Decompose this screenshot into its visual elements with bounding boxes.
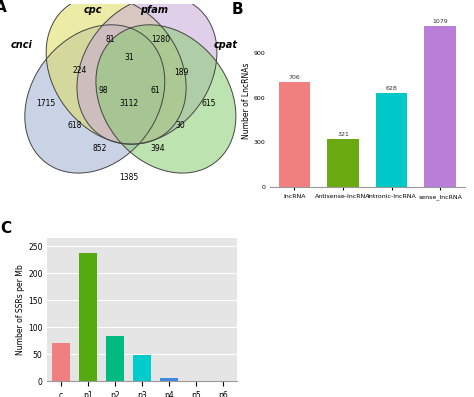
Text: 321: 321 xyxy=(337,132,349,137)
Bar xyxy=(327,139,359,187)
Text: 1385: 1385 xyxy=(119,173,139,182)
Ellipse shape xyxy=(96,25,236,173)
Text: 618: 618 xyxy=(67,121,82,130)
Y-axis label: Number of LncRNAs: Number of LncRNAs xyxy=(242,63,251,139)
Bar xyxy=(161,378,178,381)
Text: 224: 224 xyxy=(72,66,87,75)
Ellipse shape xyxy=(25,25,165,173)
Text: 31: 31 xyxy=(124,53,134,62)
Text: 1079: 1079 xyxy=(432,19,448,24)
Ellipse shape xyxy=(46,0,186,144)
Text: A: A xyxy=(0,0,7,15)
Ellipse shape xyxy=(77,0,217,144)
Text: 98: 98 xyxy=(98,86,108,95)
Text: 189: 189 xyxy=(174,67,189,77)
Text: 30: 30 xyxy=(175,121,185,130)
Text: C: C xyxy=(0,221,11,236)
Text: 61: 61 xyxy=(150,86,160,95)
Bar xyxy=(79,253,97,381)
Bar xyxy=(52,343,70,381)
Bar xyxy=(376,93,408,187)
Text: 1715: 1715 xyxy=(36,98,56,108)
Text: cnci: cnci xyxy=(10,40,32,50)
Text: 615: 615 xyxy=(201,98,216,108)
Bar xyxy=(424,27,456,187)
Text: cpat: cpat xyxy=(213,40,237,50)
Bar xyxy=(133,355,151,381)
Text: 81: 81 xyxy=(105,35,115,44)
Text: 3112: 3112 xyxy=(119,98,139,108)
Y-axis label: Number of SSRs per Mb: Number of SSRs per Mb xyxy=(16,264,25,355)
Text: 628: 628 xyxy=(386,86,398,91)
Text: cpc: cpc xyxy=(83,5,102,15)
Text: pfam: pfam xyxy=(140,5,168,15)
Bar xyxy=(106,336,124,381)
Text: 706: 706 xyxy=(289,75,301,79)
Text: B: B xyxy=(231,2,243,17)
Bar xyxy=(279,82,310,187)
Text: 394: 394 xyxy=(150,144,165,153)
Text: 1280: 1280 xyxy=(152,35,171,44)
Text: 852: 852 xyxy=(92,144,107,153)
